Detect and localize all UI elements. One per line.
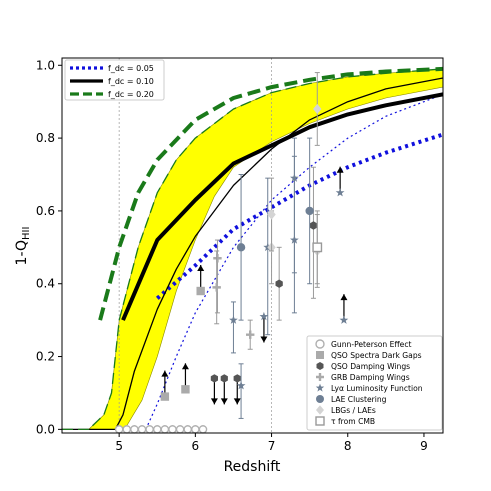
x-tick-label: 5	[115, 439, 123, 453]
series-line-f010	[121, 92, 443, 321]
legend-marker-qdg	[316, 351, 324, 359]
obs-circle-open-0	[114, 425, 124, 434]
reference-vertical-lines	[118, 58, 272, 433]
obs-star-29	[335, 166, 345, 197]
series-line-f010_thin	[62, 77, 443, 431]
x-tick-label: 7	[268, 439, 276, 453]
obs-diamond-35	[313, 72, 322, 146]
obs-star-24	[236, 363, 246, 419]
obs-circle-open-3	[137, 425, 147, 434]
observation-markers	[114, 72, 349, 434]
legend-marker-cmb	[315, 416, 325, 426]
y-tick-label: 0.2	[36, 350, 55, 364]
series-line-f020_thin	[62, 68, 443, 431]
series-line-f020	[98, 66, 443, 321]
obs-circle-32	[305, 137, 314, 285]
legend-label-f020: f_dc = 0.20	[108, 90, 154, 99]
obs-plus-21	[246, 319, 255, 350]
x-tick-label: 6	[192, 439, 200, 453]
obs-circle-open-6	[160, 425, 170, 434]
obs-star-30	[339, 294, 349, 324]
obs-circle-open-9	[183, 425, 193, 434]
obs-circle-open-5	[152, 425, 162, 434]
obs-circle-open-4	[145, 425, 154, 434]
legend-obs-label-qdg: QSO Spectra Dark Gaps	[331, 351, 422, 360]
obs-plus-20	[213, 239, 222, 314]
axis-ticks: 5 6 7 8 9 0.0 0.2 0.4 0.6 0.8 1.0	[36, 58, 428, 453]
model-curves	[62, 66, 443, 431]
y-axis-label: 1-QHII	[14, 227, 32, 266]
legend-marker-lbg	[316, 405, 324, 415]
legend-obs-label-gp: Gunn-Peterson Effect	[331, 340, 412, 349]
legend-marker-gp	[315, 339, 325, 349]
y-tick-label: 0.6	[36, 204, 55, 218]
obs-hexagon-16	[220, 374, 228, 405]
legend-obs-label-lbg: LBGs / LAEs	[331, 406, 376, 415]
legend-obs-label-lae: LAE Clustering	[331, 395, 387, 404]
obs-circle-open-10	[191, 425, 200, 434]
obs-hexagon-17	[233, 374, 241, 405]
legend-marker-grb	[316, 373, 324, 381]
model-legend-box	[64, 59, 165, 101]
x-tick-label: 9	[420, 439, 428, 453]
obs-hexagon-19	[309, 166, 318, 299]
legend-label-f010: f_dc = 0.10	[108, 77, 154, 86]
obs-hexagon-15	[210, 374, 218, 405]
obs-star-28	[290, 137, 299, 274]
obs-star-23	[229, 301, 238, 354]
y-tick-label: 0.8	[36, 131, 55, 145]
obs-square-12	[160, 370, 170, 401]
obs-diamond-34	[267, 177, 276, 252]
legend-obs-label-cmb: τ from CMB	[331, 417, 375, 426]
y-tick-label: 0.4	[36, 277, 55, 291]
model-legend: f_dc = 0.05 f_dc = 0.10 f_dc = 0.20	[64, 59, 165, 101]
obs-circle-open-2	[130, 425, 139, 434]
legend-obs-label-grb: GRB Damping Wings	[331, 373, 410, 382]
series-line-f005	[155, 132, 443, 300]
x-tick-label: 8	[344, 439, 352, 453]
legend-marker-qdw	[316, 362, 324, 370]
plot-frame	[61, 57, 444, 434]
legend-marker-lae	[316, 395, 324, 403]
obs-circle-31	[236, 174, 246, 321]
obs-hexagon-18	[275, 246, 283, 321]
obs-square-14	[196, 265, 205, 296]
obs-star-25	[259, 311, 269, 343]
obs-circle-open-7	[168, 425, 177, 434]
obs-circle-open-8	[175, 425, 185, 434]
obs-circle-open-1	[122, 425, 132, 434]
y-tick-label: 0.0	[36, 422, 55, 436]
observation-legend-box	[306, 335, 443, 431]
obs-square-open-37	[312, 210, 323, 285]
obs-plus-22	[212, 250, 221, 325]
legend-obs-label-lya: Lyα Luminosity Function	[331, 384, 423, 393]
y-tick-label: 1.0	[36, 58, 55, 72]
obs-square-13	[181, 363, 190, 394]
legend-marker-lya	[315, 383, 325, 392]
observation-legend: Gunn-Peterson Effect QSO Spectra Dark Gap…	[306, 335, 443, 431]
x-axis-label: Redshift	[224, 459, 281, 475]
obs-circle-open-11	[198, 425, 208, 434]
legend-label-f005: f_dc = 0.05	[108, 64, 154, 73]
legend-obs-label-qdw: QSO Damping Wings	[331, 362, 410, 371]
